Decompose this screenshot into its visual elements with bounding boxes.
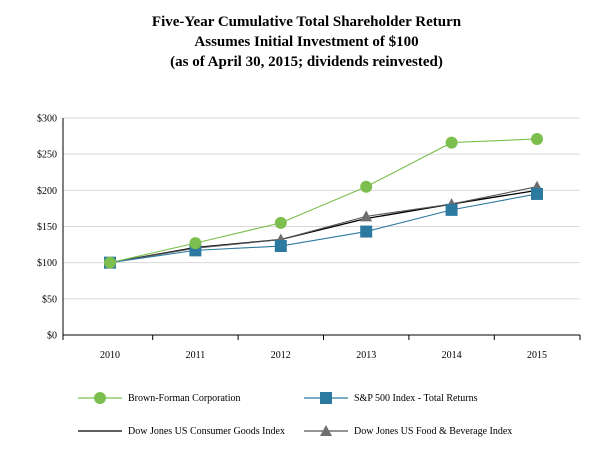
data-point-brown-forman-corporation bbox=[445, 136, 458, 149]
data-point-s-p-500-index-total-returns bbox=[274, 240, 287, 253]
series-line-s-p-500-index-total-returns bbox=[109, 193, 538, 264]
data-point-brown-forman-corporation bbox=[531, 132, 543, 145]
y-tick-label: $50 bbox=[42, 294, 57, 305]
data-point-dow-jones-us-food-beverage-index bbox=[360, 210, 373, 222]
x-tick-label: 2010 bbox=[100, 350, 120, 361]
y-tick-label: $200 bbox=[37, 186, 57, 197]
chart-title: Five-Year Cumulative Total Shareholder R… bbox=[151, 14, 462, 30]
data-point-s-p-500-index-total-returns bbox=[360, 225, 373, 238]
y-tick-label: $0 bbox=[47, 331, 57, 342]
data-point-s-p-500-index-total-returns bbox=[445, 203, 458, 216]
chart-title-block: Five-Year Cumulative Total Shareholder R… bbox=[0, 12, 613, 72]
x-tick-label: 2015 bbox=[527, 350, 547, 361]
x-tick-label: 2014 bbox=[442, 350, 462, 361]
data-point-s-p-500-index-total-returns bbox=[531, 187, 543, 200]
y-tick-label: $150 bbox=[37, 222, 57, 233]
data-point-brown-forman-corporation bbox=[360, 180, 373, 193]
series-line-dow-jones-us-food-beverage-index bbox=[109, 186, 538, 264]
data-point-brown-forman-corporation bbox=[189, 237, 202, 250]
chart-subtitle-date: (as of April 30, 2015; dividends reinves… bbox=[170, 54, 443, 70]
series-line-dow-jones-us-consumer-goods-index bbox=[109, 189, 538, 264]
y-tick-label: $300 bbox=[37, 114, 57, 125]
data-point-brown-forman-corporation bbox=[274, 216, 287, 229]
x-tick-label: 2012 bbox=[271, 350, 291, 361]
y-tick-label: $100 bbox=[37, 258, 57, 269]
x-tick-label: 2013 bbox=[356, 350, 376, 361]
x-tick-label: 2011 bbox=[186, 350, 206, 361]
chart-subtitle: Assumes Initial Investment of $100 bbox=[194, 34, 419, 50]
series-line-brown-forman-corporation bbox=[109, 138, 538, 264]
y-tick-label: $250 bbox=[37, 150, 57, 161]
data-point-brown-forman-corporation bbox=[104, 256, 116, 269]
